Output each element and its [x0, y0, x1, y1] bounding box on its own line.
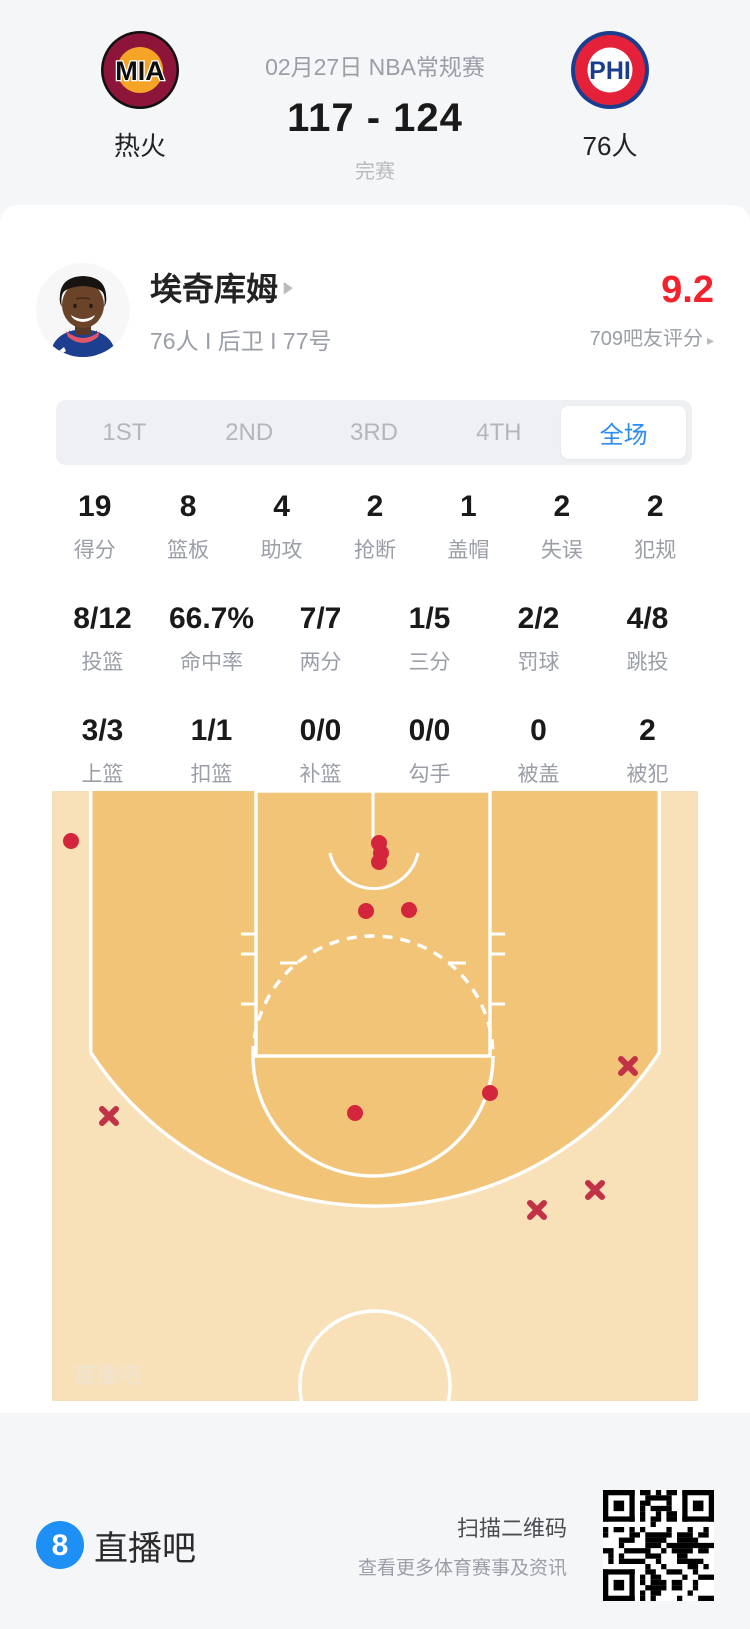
svg-text:PHI: PHI [589, 57, 631, 85]
svg-text:直播吧: 直播吧 [74, 1363, 140, 1388]
svg-text:MIA: MIA [115, 56, 165, 86]
svg-text:8: 8 [52, 1529, 69, 1562]
